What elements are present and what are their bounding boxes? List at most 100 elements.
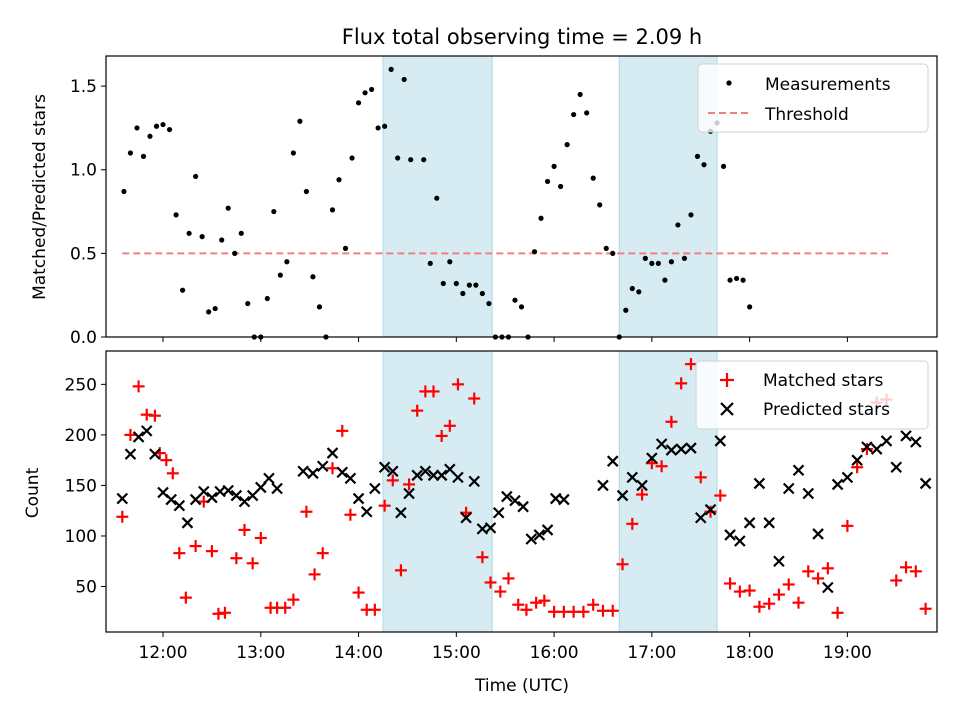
measurement-point	[271, 208, 277, 215]
matched-star-point	[694, 471, 707, 484]
measurement-point	[160, 121, 166, 128]
measurement-point	[121, 188, 127, 195]
bottom-y-tick-label: 50	[75, 578, 97, 598]
predicted-star-point	[685, 442, 697, 454]
measurement-point	[544, 178, 551, 185]
measurement-point	[551, 163, 557, 169]
measurement-point	[342, 245, 349, 251]
predicted-star-point	[636, 479, 648, 492]
measurement-point	[512, 297, 518, 303]
bottom-legend: Matched stars Predicted stars	[695, 360, 929, 430]
measurement-point	[675, 222, 681, 228]
bottom-y-tick-label: 200	[65, 426, 97, 446]
bottom-y-axis-label: Count	[23, 467, 43, 518]
predicted-star-point	[773, 555, 785, 568]
measurement-point	[571, 111, 577, 118]
predicted-star-point	[238, 495, 251, 508]
bottom-panel: 50 100 150 200 250 12:00 13:00 14:00 15:00 16:00 1…	[23, 350, 938, 696]
predicted-star-point	[181, 517, 194, 529]
measurement-point	[368, 86, 375, 93]
matched-star-point	[279, 601, 292, 614]
x-tick-label: 15:00	[432, 643, 481, 663]
predicted-star-point	[533, 529, 546, 541]
measurement-point	[649, 260, 655, 267]
matched-star-point	[352, 586, 365, 599]
x-tick-label: 12:00	[139, 643, 188, 663]
matched-star-point	[802, 565, 815, 578]
predicted-star-point	[646, 452, 658, 464]
matched-star-point	[254, 531, 267, 544]
bottom-axes-frame	[105, 350, 938, 633]
predicted-star-point	[812, 528, 824, 540]
predicted-star-point	[724, 529, 736, 541]
measurement-point	[636, 289, 642, 295]
predicted-star-point	[124, 448, 137, 460]
predicted-star-point	[116, 492, 129, 505]
measurement-point	[720, 163, 727, 169]
matched-star-point	[403, 478, 416, 491]
matched-star-point	[792, 596, 805, 609]
measurement-point	[297, 118, 303, 124]
measurement-point	[629, 285, 635, 292]
measurement-point	[264, 295, 270, 302]
top-legend: Measurements Threshold	[697, 63, 929, 133]
matched-star-point	[890, 574, 903, 587]
top-y-tick-label: 0.0	[70, 328, 97, 348]
measurement-point	[623, 307, 629, 313]
matched-star-point	[336, 424, 349, 437]
matched-star-point	[655, 460, 668, 473]
predicted-star-point	[378, 461, 391, 474]
predicted-star-point	[802, 487, 815, 500]
measurement-point	[440, 280, 446, 287]
predicted-star-point	[851, 454, 863, 466]
measurements-points	[121, 66, 753, 340]
bottom-legend-box	[695, 360, 929, 430]
predicted-star-point	[558, 493, 570, 506]
predicted-star-point	[870, 443, 883, 455]
matched-star-point	[831, 606, 844, 619]
matched-star-point	[502, 572, 515, 585]
predicted-star-point	[525, 533, 538, 545]
measurement-point	[453, 280, 459, 287]
legend-threshold-label: Threshold	[764, 105, 849, 125]
matched-star-point	[368, 603, 381, 616]
predicted-star-point	[509, 494, 521, 507]
matched-star-point	[812, 572, 825, 585]
measurement-point	[466, 282, 472, 288]
matched-star-point	[919, 602, 932, 615]
predicted-star-point	[665, 444, 678, 456]
predicted-star-point	[694, 512, 707, 524]
matched-star-point	[606, 604, 619, 617]
x-tick-label: 18:00	[725, 643, 774, 663]
predicted-star-point	[297, 465, 309, 478]
legend-matched-marker	[720, 373, 734, 387]
matched-star-point	[443, 419, 456, 432]
matched-star-point	[476, 551, 489, 564]
predicted-star-point	[411, 469, 423, 482]
predicted-star-point	[704, 503, 717, 516]
predicted-star-point	[782, 482, 795, 495]
matched-star-point	[851, 461, 864, 474]
measurement-point	[284, 259, 290, 265]
top-y-tick-label: 1.0	[70, 161, 97, 181]
predicted-star-point	[419, 465, 432, 478]
matched-star-point	[577, 605, 590, 618]
measurement-point	[408, 157, 414, 163]
measurement-point	[558, 183, 564, 190]
measurement-point	[232, 250, 238, 256]
measurement-point	[179, 287, 186, 293]
measurement-point	[193, 173, 199, 180]
predicted-star-point	[222, 484, 234, 497]
predicted-star-point	[822, 581, 834, 594]
measurement-point	[701, 162, 707, 168]
legend-measurements-label: Measurements	[765, 75, 891, 95]
matched-star-point	[386, 474, 399, 487]
measurement-point	[486, 300, 492, 307]
matched-star-point	[782, 578, 795, 591]
measurement-point	[460, 290, 466, 297]
predicted-star-point	[597, 479, 609, 492]
measurement-point	[681, 255, 688, 261]
legend-predicted-label: Predicted stars	[763, 400, 890, 420]
matched-star-point	[821, 562, 834, 575]
matched-star-point	[124, 428, 137, 441]
